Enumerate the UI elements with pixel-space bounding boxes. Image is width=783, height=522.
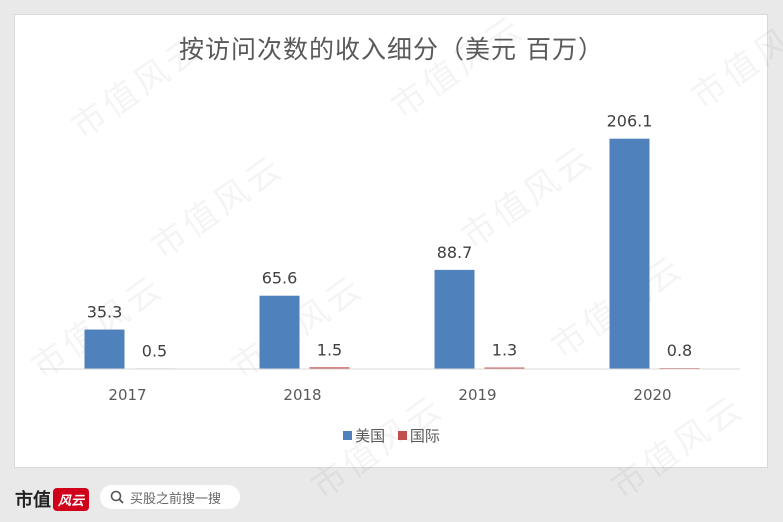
legend-label-intl: 国际 bbox=[409, 427, 440, 445]
logo-text: 市值 bbox=[15, 490, 51, 511]
footer-bar: 市值 风云 买股之前搜一搜 bbox=[0, 478, 783, 522]
data-label: 88.7 bbox=[437, 243, 473, 262]
legend-swatch-us bbox=[343, 431, 353, 440]
x-tick-label: 2020 bbox=[633, 386, 671, 404]
bar-us bbox=[434, 269, 475, 369]
bar-us bbox=[609, 138, 650, 369]
bar-intl bbox=[484, 367, 525, 369]
search-placeholder: 买股之前搜一搜 bbox=[130, 491, 222, 507]
data-label: 0.5 bbox=[142, 341, 167, 360]
legend-swatch-intl bbox=[397, 431, 407, 440]
logo[interactable]: 市值 风云 bbox=[15, 486, 90, 512]
logo-badge: 风云 bbox=[53, 487, 90, 511]
legend-label-us: 美国 bbox=[355, 427, 386, 445]
legend-item-us: 美国 bbox=[343, 425, 385, 446]
data-label: 1.5 bbox=[317, 340, 342, 359]
x-tick-label: 2017 bbox=[108, 386, 146, 404]
x-tick-label: 2018 bbox=[283, 386, 321, 404]
legend-item-intl: 国际 bbox=[397, 425, 440, 446]
x-tick-label: 2019 bbox=[458, 386, 496, 404]
data-label: 206.1 bbox=[607, 112, 653, 131]
search-box[interactable]: 买股之前搜一搜 bbox=[100, 485, 240, 509]
bar-us bbox=[259, 295, 300, 369]
bar-intl bbox=[309, 367, 350, 369]
search-icon bbox=[110, 490, 124, 504]
data-label: 65.6 bbox=[262, 269, 298, 288]
data-label: 0.8 bbox=[667, 341, 692, 360]
bar-us bbox=[84, 329, 125, 369]
chart-title: 按访问次数的收入细分（美元 百万） bbox=[179, 35, 604, 64]
data-label: 1.3 bbox=[492, 341, 517, 360]
data-label: 35.3 bbox=[87, 303, 123, 322]
legend: 美国 国际 bbox=[0, 425, 783, 446]
